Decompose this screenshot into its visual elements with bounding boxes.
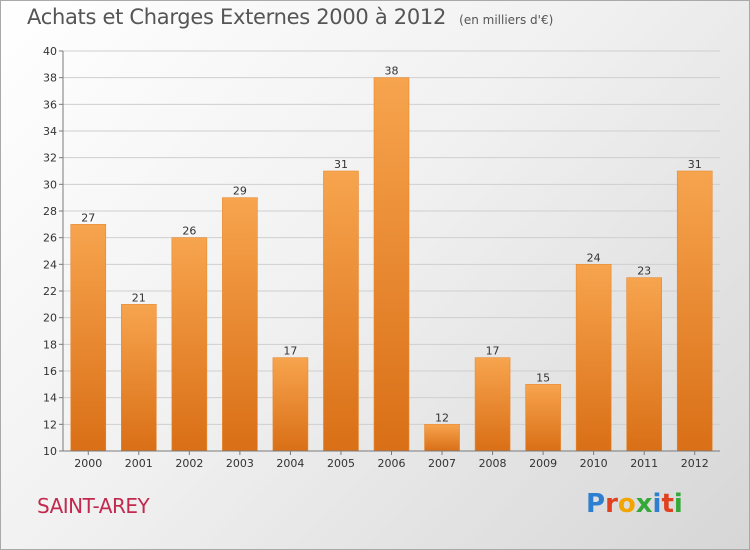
chart-title: Achats et Charges Externes 2000 à 2012 — [27, 5, 447, 29]
data-label: 15 — [536, 371, 550, 384]
data-label: 24 — [587, 251, 601, 264]
bar — [626, 277, 662, 452]
bar — [70, 224, 107, 452]
bar — [525, 384, 561, 452]
logo-letter: P — [586, 489, 606, 519]
x-tick-label: 2009 — [529, 457, 557, 470]
y-tick-label: 40 — [43, 45, 57, 58]
data-label: 17 — [486, 345, 500, 358]
data-label: 23 — [637, 265, 651, 278]
bar — [323, 170, 359, 452]
axes: 10 12 14 16 18 20 22 24 26 28 30 32 34 36 38 40 2000 2001… — [43, 45, 720, 470]
bars: 27 21 26 29 17 31 38 12 17 15 24 23 31 — [70, 65, 713, 452]
x-tick-label: 2010 — [580, 457, 608, 470]
logo-letter: i — [652, 489, 662, 519]
data-label: 12 — [435, 411, 449, 424]
x-tick-label: 2006 — [378, 457, 406, 470]
bar — [676, 170, 713, 452]
bar — [575, 264, 612, 452]
bar — [272, 357, 309, 452]
bar — [222, 197, 258, 452]
data-label: 26 — [182, 225, 196, 238]
bar — [171, 237, 208, 452]
x-tick-label: 2012 — [681, 457, 709, 470]
data-label: 27 — [81, 211, 95, 224]
y-tick-label: 20 — [43, 312, 57, 325]
y-tick-label: 34 — [43, 125, 57, 138]
data-label: 17 — [283, 345, 297, 358]
data-label: 31 — [688, 158, 702, 171]
x-tick-label: 2000 — [74, 457, 102, 470]
y-tick-label: 10 — [43, 445, 57, 458]
y-tick-label: 18 — [43, 338, 57, 351]
logo-letter: t — [661, 489, 674, 519]
bar — [474, 357, 511, 452]
city-label: SAINT-AREY — [37, 494, 150, 518]
logo-letter: x — [635, 489, 653, 519]
bar — [121, 304, 157, 452]
x-tick-label: 2001 — [125, 457, 153, 470]
y-tick-label: 30 — [43, 178, 57, 191]
x-tick-label: 2011 — [630, 457, 658, 470]
bar — [373, 77, 410, 452]
bar — [424, 424, 460, 452]
y-tick-label: 26 — [43, 232, 57, 245]
y-tick-label: 28 — [43, 205, 57, 218]
x-tick-label: 2007 — [428, 457, 456, 470]
x-tick-label: 2004 — [276, 457, 304, 470]
data-label: 38 — [385, 65, 399, 78]
logo-letter: r — [605, 489, 618, 519]
y-tick-label: 32 — [43, 152, 57, 165]
y-tick-label: 12 — [43, 418, 57, 431]
logo-letter: i — [673, 489, 683, 519]
y-tick-label: 24 — [43, 258, 57, 271]
data-label: 29 — [233, 185, 247, 198]
y-tick-label: 36 — [43, 98, 57, 111]
chart-header: Achats et Charges Externes 2000 à 2012 (… — [27, 5, 553, 29]
x-tick-label: 2005 — [327, 457, 355, 470]
logo-letter: o — [617, 489, 636, 519]
x-tick-label: 2002 — [175, 457, 203, 470]
y-tick-label: 38 — [43, 72, 57, 85]
y-tick-label: 22 — [43, 285, 57, 298]
data-label: 21 — [132, 291, 146, 304]
data-label: 31 — [334, 158, 348, 171]
y-tick-label: 16 — [43, 365, 57, 378]
x-tick-label: 2003 — [226, 457, 254, 470]
y-tick-label: 14 — [43, 392, 57, 405]
chart-unit: (en milliers d'€) — [459, 13, 554, 27]
x-tick-label: 2008 — [479, 457, 507, 470]
proxiti-logo: Proxiti — [586, 489, 683, 519]
